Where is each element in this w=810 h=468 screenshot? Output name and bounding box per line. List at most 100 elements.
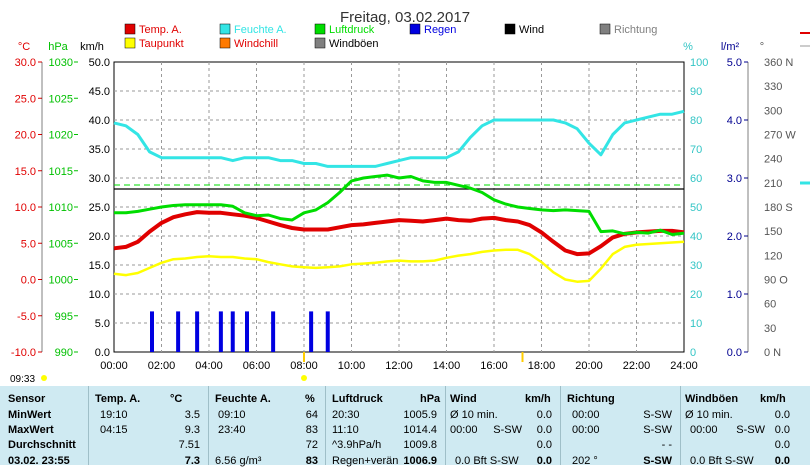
temp-tick-label: 30.0 — [15, 57, 36, 69]
stat-header: Sensor — [8, 393, 46, 405]
rain-tick-label: 2.0 — [727, 231, 742, 243]
wind-tick-label: 25.0 — [89, 202, 110, 214]
stat-cell: 0.0 — [774, 439, 790, 451]
stat-cell: Regen+verän — [332, 455, 399, 467]
dir-tick-label: 210 — [764, 178, 782, 190]
stat-cell: 3.5 — [184, 409, 200, 421]
press-tick-label: 1020 — [49, 130, 73, 142]
stat-cell: 6.56 g/m³ — [215, 455, 262, 467]
rain-tick-label: 3.0 — [727, 173, 742, 185]
stat-cell: 72 — [305, 439, 318, 451]
hum-tick-label: 40 — [690, 231, 702, 243]
legend-label: Luftdruck — [329, 24, 375, 36]
legend-label: Temp. A. — [139, 24, 182, 36]
weather-chart: Freitag, 03.02.2017 Temp. A. Feuchte A. Lu… — [10, 9, 810, 385]
dir-tick-label: 30 — [764, 323, 776, 335]
wind-tick-label: 40.0 — [89, 115, 110, 127]
column-separator — [88, 386, 89, 465]
series-line-1 — [113, 240, 685, 283]
stat-cell: 83 — [305, 455, 318, 467]
time-markers — [41, 32, 810, 381]
legend-label: Feuchte A. — [234, 24, 287, 36]
dir-tick-label: 330 — [764, 81, 782, 93]
press-tick-label: 1015 — [49, 166, 73, 178]
x-tick-label: 12:00 — [385, 360, 413, 372]
hum-tick-label: 50 — [690, 202, 702, 214]
stat-cell: S-SW — [643, 409, 672, 421]
dir-tick-label: 180 S — [764, 202, 793, 214]
series-line-2 — [113, 109, 685, 168]
dir-tick-label: 60 — [764, 299, 776, 311]
dir-tick-label: 300 — [764, 105, 782, 117]
stat-cell: 00:00 — [690, 424, 718, 436]
dir-tick-label: 120 — [764, 250, 782, 262]
stat-cell: 09:10 — [218, 409, 246, 421]
statistics-table: Sensor Temp. A. °C Feuchte A.% Luftdruck hPa W… — [0, 386, 810, 467]
stat-cell: 04:15 — [100, 424, 128, 436]
press-tick-label: 1025 — [49, 93, 73, 105]
wind-tick-label: 20.0 — [89, 231, 110, 243]
temp-tick-label: 15.0 — [15, 166, 36, 178]
temp-tick-label: 10.0 — [15, 202, 36, 214]
legend: Temp. A. Feuchte A. Luftdruck Regen Wind Rich… — [124, 23, 657, 50]
stat-cell: 0.0 — [536, 409, 552, 421]
wind-tick-label: 30.0 — [89, 173, 110, 185]
stat-cell: 0.0 — [774, 455, 790, 467]
stat-cell: 0.0 — [774, 424, 790, 436]
wind-tick-label: 5.0 — [95, 318, 110, 330]
stat-cell: S-SW — [643, 424, 672, 436]
stat-cell: 00:00 — [450, 424, 478, 436]
hum-tick-label: 70 — [690, 144, 702, 156]
x-tick-label: 14:00 — [433, 360, 461, 372]
rain-bar — [230, 311, 235, 352]
stat-row-label: MinWert — [8, 409, 52, 421]
x-tick-label: 06:00 — [243, 360, 271, 372]
x-tick-label: 08:00 — [290, 360, 318, 372]
chart-title: Freitag, 03.02.2017 — [340, 9, 470, 26]
stat-header: Wind — [450, 393, 477, 405]
wind-tick-label: 0.0 — [95, 347, 110, 359]
hum-tick-label: 100 — [690, 57, 708, 69]
legend-swatch — [504, 23, 516, 35]
rain-tick-label: 1.0 — [727, 289, 742, 301]
hum-tick-label: 30 — [690, 260, 702, 272]
legend-swatch — [219, 37, 231, 49]
x-tick-label: 00:00 — [100, 360, 128, 372]
wind-axis-unit: km/h — [80, 41, 104, 53]
rain-bar — [195, 311, 200, 352]
dir-tick-label: 90 O — [764, 275, 788, 287]
stat-cell: 1009.8 — [403, 439, 437, 451]
hum-tick-label: 20 — [690, 289, 702, 301]
stat-cell: 1014.4 — [403, 424, 437, 436]
press-tick-label: 990 — [55, 347, 73, 359]
dir-axis-unit: ° — [760, 41, 764, 53]
dir-tick-label: 240 — [764, 154, 782, 166]
stat-header: hPa — [420, 393, 441, 405]
series-line-3 — [114, 173, 685, 236]
wind-tick-label: 15.0 — [89, 260, 110, 272]
hum-axis-unit: % — [683, 41, 693, 53]
press-tick-label: 1000 — [49, 275, 73, 287]
stat-cell: 7.51 — [178, 439, 200, 451]
stat-cell: S-SW — [643, 455, 672, 467]
temp-axis-unit: °C — [18, 41, 30, 53]
dir-tick-label: 270 W — [764, 130, 796, 142]
hum-tick-label: 0 — [690, 347, 696, 359]
stat-cell: 83 — [305, 424, 318, 436]
stat-header: km/h — [760, 393, 786, 405]
stat-cell: 0.0 Bft S-SW — [455, 455, 519, 467]
press-tick-label: 1005 — [49, 238, 73, 250]
temp-tick-label: -5.0 — [17, 311, 36, 323]
stat-cell: 202 ° — [572, 455, 598, 467]
temp-tick-label: 5.0 — [21, 238, 36, 250]
stat-header: Windböen — [685, 393, 739, 405]
stat-cell: 00:00 — [572, 409, 600, 421]
stat-cell: 9.3 — [184, 424, 200, 436]
hum-tick-label: 60 — [690, 173, 702, 185]
stat-header: % — [305, 393, 315, 405]
x-tick-label: 18:00 — [528, 360, 556, 372]
wind-tick-label: 45.0 — [89, 86, 110, 98]
x-tick-label: 20:00 — [575, 360, 603, 372]
x-tick-label: 02:00 — [148, 360, 176, 372]
